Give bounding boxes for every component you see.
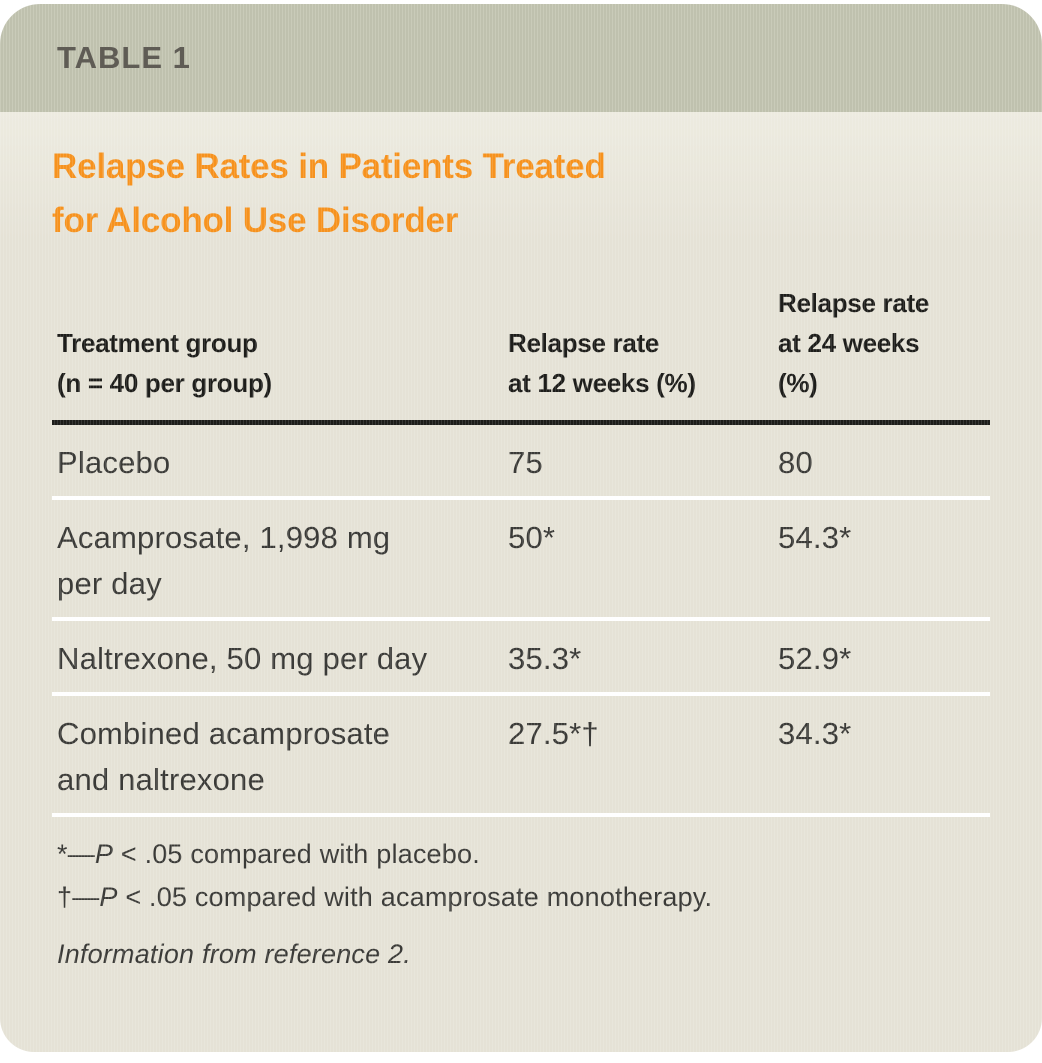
- value-cell: 52.9*: [778, 641, 852, 676]
- treatment-group-cell: Placebo: [57, 445, 171, 480]
- table-title-line: Relapse Rates in Patients Treated: [52, 147, 606, 186]
- value-cell: 75: [508, 445, 543, 480]
- table-row: Naltrexone, 50 mg per day 35.3* 52.9*: [52, 621, 990, 696]
- table-row: Combined acamprosate and naltrexone 27.5*…: [52, 696, 990, 817]
- treatment-group-cell: Combined acamprosate and naltrexone: [57, 716, 391, 797]
- value-cell: 27.5*†: [508, 716, 599, 751]
- value-cell: 54.3*: [778, 520, 852, 555]
- table-title: Relapse Rates in Patients Treated for Alc…: [52, 112, 990, 248]
- treatment-group-cell: Naltrexone, 50 mg per day: [57, 641, 428, 676]
- table-label: TABLE 1: [57, 40, 191, 75]
- value-cell: 34.3*: [778, 716, 852, 751]
- source-note: Information from reference 2.: [57, 939, 411, 969]
- table-row: Acamprosate, 1,998 mg per day 50* 54.3*: [52, 500, 990, 621]
- table-footnotes: *—P < .05 compared with placebo. †—P < .0…: [52, 817, 990, 919]
- table-header-row: Treatment group (n = 40 per group) Relapse…: [52, 283, 990, 425]
- footnote: *—P < .05 compared with placebo.: [57, 839, 480, 869]
- footnote: †—P < .05 compared with acamprosate mono…: [57, 882, 713, 912]
- value-cell: 50*: [508, 520, 556, 555]
- value-cell: 35.3*: [508, 641, 582, 676]
- column-header-relapse-rate-12-weeks: Relapse rate at 12 weeks (%): [508, 328, 696, 398]
- column-header-treatment-group: Treatment group (n = 40 per group): [57, 328, 272, 398]
- treatment-group-cell: Acamprosate, 1,998 mg per day: [57, 520, 391, 601]
- table-rows: Placebo 75 80 Acamprosate, 1,998 mg per day…: [52, 425, 990, 817]
- value-cell: 80: [778, 445, 813, 480]
- column-header-relapse-rate-24-weeks: Relapse rate at 24 weeks (%): [778, 288, 930, 398]
- table-card: TABLE 1 Relapse Rates in Patients Treate…: [0, 4, 1042, 1052]
- table-header-band: TABLE 1: [0, 4, 1042, 112]
- table-row: Placebo 75 80: [52, 425, 990, 500]
- table-title-line: for Alcohol Use Disorder: [52, 201, 459, 240]
- table-body: Relapse Rates in Patients Treated for Alc…: [0, 112, 1042, 1052]
